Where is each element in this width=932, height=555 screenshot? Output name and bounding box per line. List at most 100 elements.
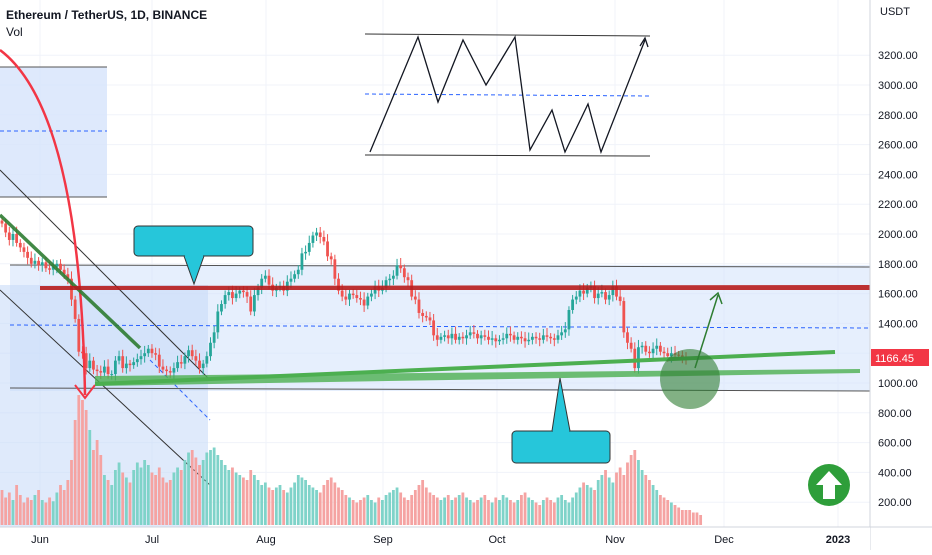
left-range-zone — [0, 67, 107, 197]
candle-body — [370, 293, 373, 297]
volume-bar — [146, 465, 150, 525]
candle-body — [154, 353, 158, 355]
candle-body — [73, 299, 77, 319]
candle-body — [48, 268, 51, 270]
volume-bar — [274, 487, 278, 525]
candle-body — [329, 256, 333, 260]
volume-bar — [285, 492, 289, 525]
volume-bar — [326, 480, 329, 525]
volume-bar — [132, 470, 136, 525]
volume-bar — [658, 495, 662, 525]
volume-bar — [600, 475, 604, 525]
candle-body — [593, 286, 596, 299]
volume-bar — [680, 510, 684, 525]
volume-bar — [428, 492, 432, 525]
candle-body — [640, 345, 644, 348]
volume-bar — [402, 497, 406, 525]
volume-bar — [252, 475, 256, 525]
volume-bar — [424, 487, 428, 525]
candle-body — [348, 293, 351, 300]
candle-body — [124, 363, 128, 369]
volume-bar — [22, 502, 26, 525]
candle-body — [567, 309, 571, 330]
volume-bar — [7, 492, 11, 525]
currency-label: USDT — [880, 6, 910, 18]
time-axis-labels: Jun Jul Aug Sep Oct Nov Dec 2023 — [31, 534, 850, 546]
volume-bar — [541, 500, 545, 525]
candle-body — [55, 263, 59, 267]
volume-bar — [622, 475, 626, 525]
volume-bar — [70, 460, 73, 525]
candle-body — [296, 269, 300, 275]
candle-body — [187, 350, 190, 357]
volume-bar — [520, 495, 523, 525]
volume-bar — [351, 500, 355, 525]
volume-bar — [139, 467, 143, 525]
candle-body — [512, 335, 516, 340]
candle-body — [190, 350, 194, 357]
candle-body — [26, 251, 30, 258]
volume-bar — [534, 502, 538, 525]
volume-bar — [88, 430, 92, 525]
projection-arrow-head — [709, 291, 723, 305]
volume-bar — [187, 452, 190, 525]
up-arrow-badge — [808, 464, 850, 506]
candle-body — [322, 236, 326, 242]
candle-body — [611, 286, 615, 296]
time-axis[interactable] — [0, 527, 870, 550]
volume-bar — [421, 480, 425, 525]
candle-body — [289, 278, 293, 282]
candle-body — [596, 293, 600, 299]
candle-body — [424, 315, 428, 318]
volume-bar — [44, 502, 48, 525]
candle-body — [384, 280, 388, 288]
candle-body — [113, 360, 117, 375]
price-axis[interactable] — [870, 0, 932, 550]
candle-body — [198, 360, 201, 369]
candle-body — [209, 342, 212, 357]
volume-bar — [359, 500, 362, 525]
volume-bar — [135, 462, 139, 525]
volume-bar — [589, 487, 593, 525]
highlight-circle — [660, 349, 720, 409]
candle-body — [103, 366, 106, 373]
volume-bar — [472, 502, 476, 525]
volume-bar — [465, 497, 468, 525]
candle-body — [582, 290, 585, 294]
candle-body — [132, 362, 136, 366]
candle-body — [399, 265, 403, 269]
volume-bar — [479, 497, 483, 525]
candle-body — [22, 247, 26, 252]
candle-body — [523, 338, 527, 342]
candle-body — [472, 332, 476, 334]
candle-body — [520, 336, 523, 339]
volume-bar — [457, 495, 461, 525]
volume-bar — [410, 495, 414, 525]
volume-bar — [4, 497, 8, 525]
volume-bar — [165, 482, 168, 525]
volume-bar — [318, 492, 322, 525]
candle-body — [252, 295, 256, 312]
schematic-range-diagram — [364, 33, 651, 157]
volume-bar — [271, 490, 275, 525]
chart-title: Ethereum / TetherUS, 1D, BINANCE — [6, 8, 208, 22]
volume-bar — [103, 475, 106, 525]
volume-bar — [578, 487, 582, 525]
candle-body — [4, 223, 8, 233]
candle-body — [443, 335, 446, 337]
volume-bar — [59, 485, 62, 525]
candle-body — [135, 359, 139, 363]
candle-body — [618, 296, 622, 302]
volume-bar — [201, 460, 205, 525]
volume-bar — [37, 490, 40, 525]
candle-body — [428, 317, 432, 321]
channel-line-upper — [0, 169, 211, 381]
volume-bar — [391, 490, 395, 525]
candle-body — [293, 274, 297, 279]
volume-bar — [505, 497, 509, 525]
volume-bar — [677, 507, 681, 525]
candle-body — [552, 338, 556, 340]
volume-bar — [84, 410, 88, 525]
